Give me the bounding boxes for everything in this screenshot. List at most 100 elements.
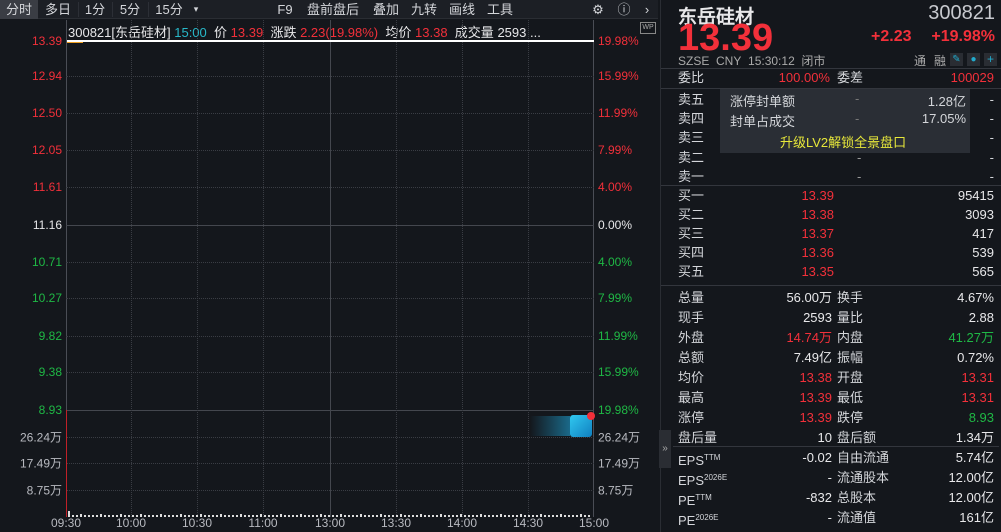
- volume-bar: [276, 515, 278, 517]
- volume-bar: [572, 515, 574, 517]
- f9-button[interactable]: F9: [277, 2, 293, 17]
- time-tick-label: 13:30: [380, 516, 412, 530]
- bell-icon[interactable]: ●: [967, 53, 980, 66]
- stat-label: 最高: [678, 390, 705, 405]
- time-tick-label: 14:00: [446, 516, 478, 530]
- volume-bar: [380, 514, 382, 517]
- chart-widget-icon[interactable]: [570, 415, 592, 437]
- chevron-right-icon[interactable]: ›: [644, 2, 650, 17]
- volume-bar: [208, 515, 210, 517]
- wp-icon[interactable]: WP: [640, 22, 656, 34]
- price-tick-label: 12.05: [31, 143, 62, 157]
- volume-bar: [452, 515, 454, 517]
- volume-bar: [232, 515, 234, 517]
- volume-bar: [108, 515, 110, 517]
- volume-tick-label: 8.75万: [26, 483, 62, 498]
- help-icon[interactable]: ⓘ: [617, 2, 631, 17]
- volume-bar: [432, 515, 434, 517]
- volume-bar: [260, 514, 262, 517]
- tab-multi-day[interactable]: 多日: [44, 2, 71, 17]
- volume-bar: [164, 515, 166, 517]
- pre-post-market-button[interactable]: 盘前盘后: [306, 2, 359, 17]
- price-tick-label: 10.27: [31, 291, 62, 305]
- volume-bar: [368, 515, 370, 517]
- time-grid-line: [396, 20, 397, 517]
- level-volume: 565: [972, 264, 994, 279]
- volume-bar: [268, 515, 270, 517]
- volume-bar: [400, 514, 402, 517]
- volume-bar: [144, 515, 146, 517]
- tab-5min[interactable]: 5分: [119, 2, 141, 17]
- metric-period: TTM: [704, 453, 721, 462]
- volume-bar: [552, 515, 554, 517]
- volume-bar: [256, 515, 258, 517]
- level-label: 买二: [678, 207, 705, 222]
- volume-tick-label: 17.49万: [19, 456, 62, 471]
- stat-label: 开盘: [837, 370, 864, 385]
- tab-15min[interactable]: 15分: [155, 2, 183, 17]
- volume-axis-marker: [66, 410, 67, 517]
- volume-bar: [296, 515, 298, 517]
- vol-value: 2593: [497, 25, 527, 40]
- pct-tick-label: 0.00%: [598, 218, 633, 232]
- level2-overlay[interactable]: 涨停封单额 - 1.28亿 封单占成交 - 17.05% 升级LV2解锁全景盘口: [720, 89, 970, 153]
- volume-bar: [280, 514, 282, 517]
- volume-bar: [568, 515, 570, 517]
- intraday-chart[interactable]: 300821[东岳硅材] 15:00 价 13.39 涨跌 2.23(19.98…: [0, 20, 658, 532]
- level-volume: -: [989, 111, 994, 127]
- volume-bar: [96, 515, 98, 517]
- volume-bar: [516, 515, 518, 517]
- gear-icon[interactable]: ⚙: [592, 2, 604, 17]
- stat-value: 41.27万: [948, 330, 994, 345]
- level-label: 卖一: [678, 168, 705, 184]
- fundamental-label: 总股本: [837, 490, 877, 505]
- volume-bar: [112, 515, 114, 517]
- stat-value: 13.39: [799, 410, 832, 425]
- sell-level-row: 卖一 - -: [661, 167, 1001, 186]
- buy-level-row: 买二 13.38 3093: [661, 205, 1001, 224]
- weibi-value: 100.00%: [778, 70, 830, 85]
- stat-value: 7.49亿: [793, 350, 832, 365]
- tools-button[interactable]: 工具: [486, 2, 513, 17]
- stat-label: 盘后额: [837, 430, 877, 445]
- volume-bar: [152, 515, 154, 517]
- volume-bar: [476, 515, 478, 517]
- stock-code: 300821: [928, 2, 995, 24]
- limit-seal-amount-label: 涨停封单额: [730, 94, 796, 109]
- avg-line: [67, 42, 83, 43]
- nine-turn-button[interactable]: 九转: [410, 2, 437, 17]
- level-label: 买四: [678, 245, 705, 260]
- stat-row: 均价 13.38 开盘 13.31: [661, 368, 1001, 387]
- volume-bar: [464, 515, 466, 517]
- tab-intraday[interactable]: 分时: [0, 0, 38, 19]
- volume-bar: [504, 515, 506, 517]
- volume-bar: [124, 515, 126, 517]
- double-chevron-right-icon[interactable]: »: [659, 430, 671, 468]
- volume-bar: [492, 515, 494, 517]
- volume-bar: [308, 515, 310, 517]
- overlay-button[interactable]: 叠加: [372, 2, 399, 17]
- dropdown-icon[interactable]: ▾: [193, 4, 199, 14]
- volume-bar: [68, 511, 70, 517]
- tab-1min[interactable]: 1分: [84, 2, 106, 17]
- stat-value: 8.93: [968, 410, 994, 425]
- stat-value: 13.38: [799, 370, 832, 385]
- exchange: SZSE: [678, 54, 710, 68]
- pencil-icon[interactable]: ✎: [950, 53, 963, 66]
- volume-bar: [332, 515, 334, 517]
- price-line: [67, 40, 594, 42]
- fundamental-label: EPS2026E: [678, 468, 727, 490]
- volume-bar: [556, 515, 558, 517]
- draw-line-button[interactable]: 画线: [448, 2, 475, 17]
- market-info: SZSE CNY 15:30:12 闭市: [678, 52, 825, 69]
- volume-bar: [172, 515, 174, 517]
- upgrade-lv2-link[interactable]: 升级LV2解锁全景盘口: [780, 135, 907, 150]
- plus-icon[interactable]: +: [984, 53, 997, 66]
- metric-name: PE: [678, 513, 696, 528]
- stat-row: 总额 7.49亿 振幅 0.72%: [661, 348, 1001, 367]
- volume-bar: [136, 515, 138, 517]
- volume-bar: [488, 515, 490, 517]
- volume-bar: [252, 515, 254, 517]
- level-label: 卖四: [678, 111, 705, 127]
- volume-bar: [128, 515, 130, 517]
